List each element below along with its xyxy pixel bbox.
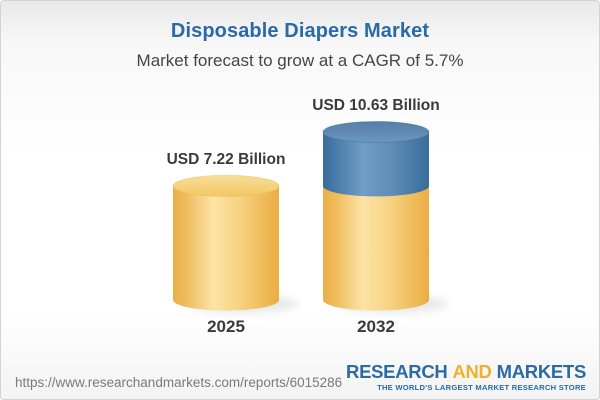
logo-wordmark: RESEARCH AND MARKETS [346, 360, 587, 382]
value-label-2032: USD 10.63 Billion [312, 97, 440, 114]
logo-word-research: RESEARCH [346, 360, 448, 382]
cylinder-2025 [172, 174, 299, 313]
logo-word-markets: MARKETS [496, 360, 587, 382]
logo-tagline: THE WORLD'S LARGEST MARKET RESEARCH STOR… [377, 383, 586, 392]
page-subtitle: Market forecast to grow at a CAGR of 5.7… [136, 51, 464, 70]
cylinder-2032 [322, 121, 449, 313]
category-label-2032: 2032 [357, 317, 395, 336]
category-label-2025: 2025 [207, 317, 245, 336]
report-url: https://www.researchandmarkets.com/repor… [15, 375, 343, 390]
value-label-2025: USD 7.22 Billion [166, 150, 286, 168]
research-and-markets-logo: RESEARCH AND MARKETS THE WORLD'S LARGEST… [346, 360, 587, 392]
cylinder-bars [172, 121, 449, 313]
logo-word-and: AND [452, 360, 492, 382]
page-title: Disposable Diapers Market [170, 20, 430, 42]
